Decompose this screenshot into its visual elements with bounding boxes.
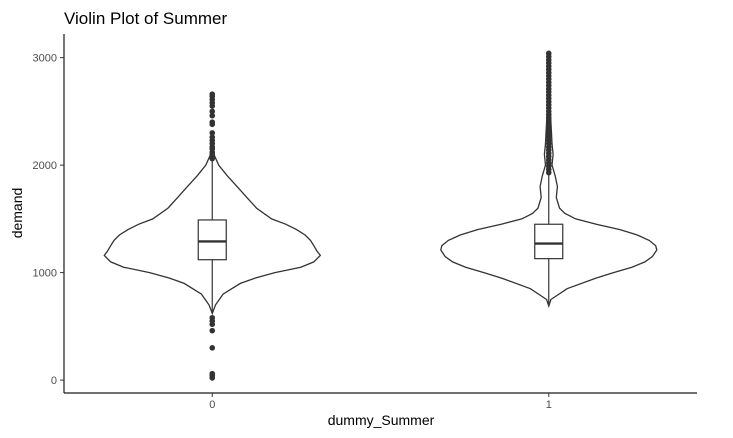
outlier-point <box>209 370 216 377</box>
y-tick-label: 2000 <box>33 160 57 172</box>
outlier-point <box>545 50 552 57</box>
x-tick-label: 1 <box>546 399 552 411</box>
outlier-point <box>209 327 216 334</box>
y-axis-title: demand <box>9 188 25 239</box>
iqr-box <box>197 219 227 261</box>
violin-group-0 <box>103 91 322 381</box>
outlier-point <box>209 108 216 115</box>
y-tick-label: 3000 <box>33 53 57 65</box>
y-tick-label: 0 <box>51 375 57 387</box>
y-tick-label: 1000 <box>33 268 57 280</box>
outlier-point <box>209 345 216 351</box>
x-axis-title: dummy_Summer <box>328 412 435 428</box>
outlier-point <box>209 314 216 321</box>
chart-title: Violin Plot of Summer <box>64 9 227 28</box>
outlier-point <box>209 91 216 97</box>
y-axis-ticks: 0 1000 2000 3000 <box>33 53 64 387</box>
outlier-point <box>209 119 216 125</box>
plot-area <box>103 50 658 381</box>
outlier-point <box>209 112 216 119</box>
violin-group-1 <box>440 50 658 308</box>
outlier-point <box>209 134 216 140</box>
outlier-point <box>209 130 216 136</box>
iqr-box <box>534 223 564 260</box>
x-tick-label: 0 <box>209 399 215 411</box>
